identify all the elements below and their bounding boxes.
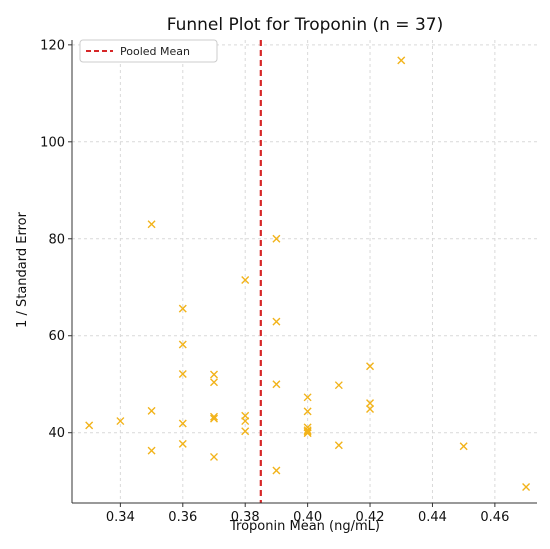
data-point (241, 427, 250, 436)
legend-box (79, 39, 218, 63)
data-point (459, 442, 468, 451)
data-point (147, 446, 156, 455)
data-point (303, 393, 312, 402)
data-point (210, 378, 218, 387)
data-point (210, 452, 218, 461)
data-point (366, 399, 375, 408)
y-tick-label: 100 (40, 135, 65, 150)
data-point (178, 370, 187, 379)
y-tick-label: 120 (40, 38, 65, 53)
data-point (334, 381, 343, 390)
data-point (178, 304, 187, 313)
data-point (272, 317, 281, 326)
x-tick-label: 0.44 (418, 510, 447, 525)
data-point (366, 362, 375, 371)
data-point (178, 439, 187, 448)
grid-lines (72, 40, 537, 503)
axes (68, 40, 537, 507)
data-point (272, 234, 281, 243)
x-tick-label: 0.46 (480, 510, 509, 525)
data-point (210, 412, 218, 421)
data-point (272, 380, 281, 389)
data-point (116, 417, 125, 426)
y-tick-label: 80 (48, 232, 65, 247)
y-tick-label: 40 (48, 426, 65, 441)
x-tick-label: 0.34 (106, 510, 135, 525)
data-point (397, 56, 406, 65)
y-axis-label: 1 / Standard Error (15, 211, 30, 328)
chart-title: Funnel Plot for Troponin (n = 37) (167, 15, 443, 35)
x-axis-label: Troponin Mean (ng/mL) (229, 519, 380, 534)
data-point (241, 275, 250, 284)
data-point (147, 220, 156, 229)
data-point (272, 466, 281, 475)
data-point (303, 429, 312, 438)
data-point (366, 404, 375, 413)
x-tick-label: 0.36 (168, 510, 197, 525)
data-point (210, 370, 218, 379)
data-point (178, 340, 187, 349)
x-tick-label: 0.40 (293, 510, 322, 525)
x-tick-label: 0.38 (231, 510, 260, 525)
data-point (210, 414, 218, 423)
data-point (85, 421, 94, 430)
data-point (178, 419, 187, 428)
legend-pooled-mean-label: Pooled Mean (120, 45, 190, 58)
data-point (303, 426, 312, 435)
data-point (241, 417, 250, 426)
data-points (85, 56, 531, 491)
data-point (334, 441, 343, 450)
legend: Pooled Mean (79, 39, 218, 63)
tick-labels: 0.34 0.36 0.38 0.40 0.42 0.44 0.46 40 60 80 100 120 (40, 38, 509, 525)
data-point (522, 483, 531, 491)
y-tick-label: 60 (48, 329, 65, 344)
data-point (303, 427, 312, 436)
data-point (303, 407, 312, 416)
x-tick-label: 0.42 (356, 510, 385, 525)
data-point (147, 406, 156, 415)
